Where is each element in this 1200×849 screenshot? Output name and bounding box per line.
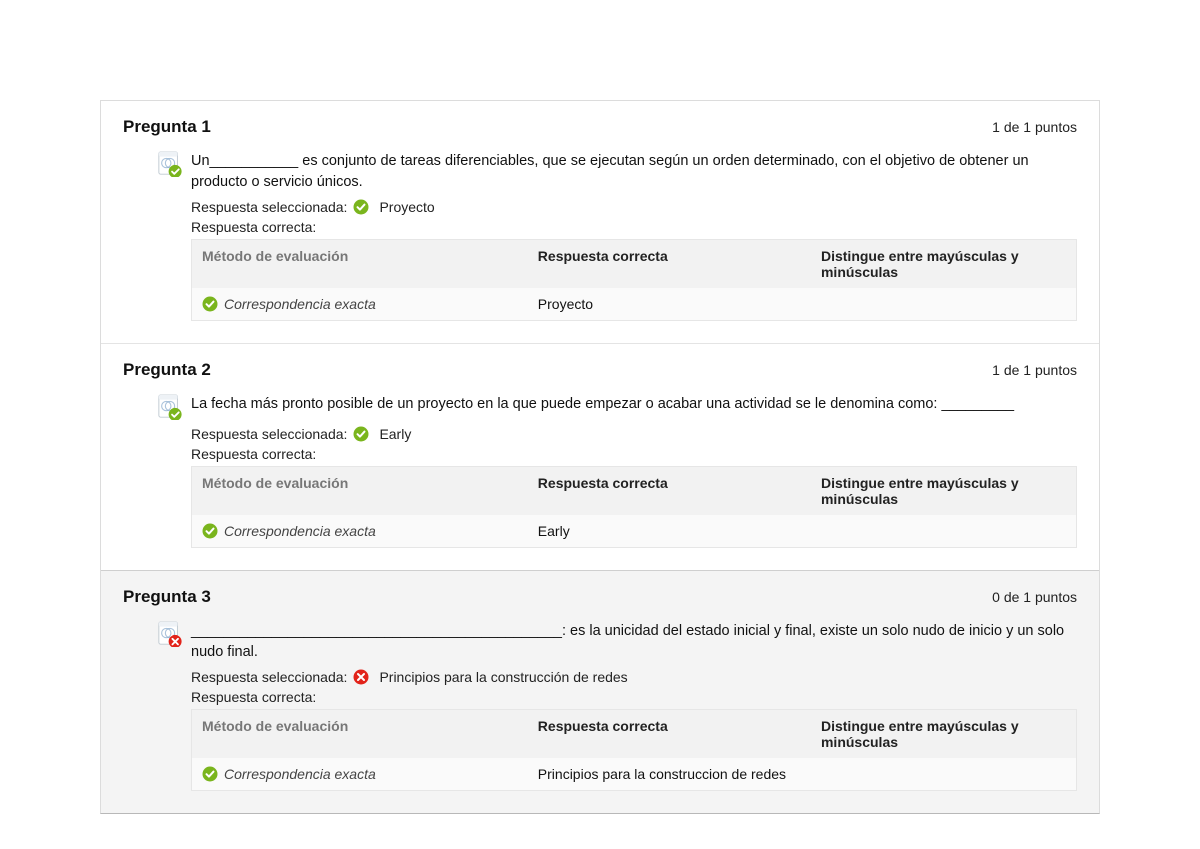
selected-answer-value: Early (379, 426, 411, 442)
selected-answer-label: Respuesta seleccionada: (191, 426, 347, 442)
quiz-container: Pregunta 1 1 de 1 puntos Un___________ e… (100, 100, 1100, 814)
table-row: Correspondencia exacta Early (192, 515, 1077, 548)
answer-header: Respuesta correcta (528, 710, 811, 759)
evaluation-table: Método de evaluación Respuesta correcta … (191, 466, 1077, 548)
question-text: La fecha más pronto posible de un proyec… (191, 394, 1014, 415)
case-sensitive-cell (811, 288, 1077, 321)
answer-header: Respuesta correcta (528, 240, 811, 289)
question-text: Un___________ es conjunto de tareas dife… (191, 151, 1077, 193)
case-header: Distingue entre mayúsculas y minúsculas (811, 710, 1077, 759)
question-block: Pregunta 2 1 de 1 puntos La fecha más pr… (101, 343, 1099, 570)
evaluation-method: Correspondencia exacta (224, 766, 376, 782)
case-sensitive-cell (811, 515, 1077, 548)
selected-answer-label: Respuesta seleccionada: (191, 669, 347, 685)
question-title: Pregunta 2 (123, 360, 211, 380)
correct-answer-cell: Principios para la construccion de redes (528, 758, 811, 791)
correct-answer-cell: Early (528, 515, 811, 548)
correct-answer-row: Respuesta correcta: (191, 446, 1077, 462)
question-block: Pregunta 3 0 de 1 puntos _______________… (101, 570, 1099, 813)
question-text: ________________________________________… (191, 621, 1077, 663)
incorrect-status-icon (157, 621, 183, 647)
selected-answer-row: Respuesta seleccionada: Principios para … (191, 669, 1077, 685)
method-header: Método de evaluación (192, 710, 528, 759)
question-points: 1 de 1 puntos (992, 119, 1077, 135)
correct-answer-row: Respuesta correcta: (191, 689, 1077, 705)
evaluation-method: Correspondencia exacta (224, 523, 376, 539)
case-sensitive-cell (811, 758, 1077, 791)
method-header: Método de evaluación (192, 240, 528, 289)
question-title: Pregunta 3 (123, 587, 211, 607)
correct-answer-cell: Proyecto (528, 288, 811, 321)
selected-answer-value: Proyecto (379, 199, 434, 215)
cross-icon (353, 669, 369, 685)
table-row: Correspondencia exacta Principios para l… (192, 758, 1077, 791)
check-icon (353, 426, 369, 442)
correct-status-icon (157, 151, 183, 177)
selected-answer-value: Principios para la construcción de redes (379, 669, 627, 685)
evaluation-table: Método de evaluación Respuesta correcta … (191, 709, 1077, 791)
table-row: Correspondencia exacta Proyecto (192, 288, 1077, 321)
case-header: Distingue entre mayúsculas y minúsculas (811, 467, 1077, 516)
question-points: 1 de 1 puntos (992, 362, 1077, 378)
correct-answer-row: Respuesta correcta: (191, 219, 1077, 235)
question-block: Pregunta 1 1 de 1 puntos Un___________ e… (101, 101, 1099, 343)
check-icon (353, 199, 369, 215)
evaluation-method: Correspondencia exacta (224, 296, 376, 312)
selected-answer-row: Respuesta seleccionada: Early (191, 426, 1077, 442)
check-icon (202, 523, 218, 539)
case-header: Distingue entre mayúsculas y minúsculas (811, 240, 1077, 289)
method-header: Método de evaluación (192, 467, 528, 516)
check-icon (202, 296, 218, 312)
correct-status-icon (157, 394, 183, 420)
correct-answer-label: Respuesta correcta: (191, 446, 316, 462)
answer-header: Respuesta correcta (528, 467, 811, 516)
evaluation-table: Método de evaluación Respuesta correcta … (191, 239, 1077, 321)
correct-answer-label: Respuesta correcta: (191, 219, 316, 235)
correct-answer-label: Respuesta correcta: (191, 689, 316, 705)
question-points: 0 de 1 puntos (992, 589, 1077, 605)
question-title: Pregunta 1 (123, 117, 211, 137)
selected-answer-label: Respuesta seleccionada: (191, 199, 347, 215)
check-icon (202, 766, 218, 782)
selected-answer-row: Respuesta seleccionada: Proyecto (191, 199, 1077, 215)
